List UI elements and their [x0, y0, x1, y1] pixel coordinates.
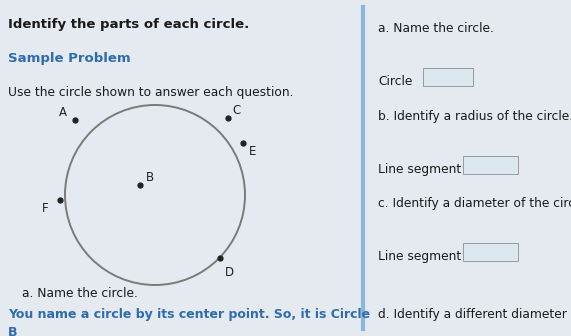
FancyBboxPatch shape [423, 68, 473, 86]
Text: Use the circle shown to answer each question.: Use the circle shown to answer each ques… [8, 86, 293, 99]
Text: You name a circle by its center point. So, it is Circle: You name a circle by its center point. S… [8, 308, 370, 321]
FancyBboxPatch shape [463, 243, 518, 261]
Text: C: C [232, 104, 240, 117]
Text: B: B [146, 171, 154, 184]
Text: a. Name the circle.: a. Name the circle. [378, 22, 494, 35]
Text: Line segment: Line segment [378, 250, 461, 263]
Text: B: B [8, 326, 18, 336]
Text: F: F [42, 202, 49, 215]
Text: Sample Problem: Sample Problem [8, 52, 131, 65]
Text: Circle: Circle [378, 75, 412, 88]
Text: Line segment: Line segment [378, 163, 461, 176]
Text: Identify the parts of each circle.: Identify the parts of each circle. [8, 18, 250, 31]
Text: E: E [249, 145, 256, 158]
Text: D: D [225, 266, 234, 279]
Text: a. Name the circle.: a. Name the circle. [22, 287, 138, 300]
Text: A: A [59, 106, 67, 119]
Text: c. Identify a diameter of the circle.: c. Identify a diameter of the circle. [378, 197, 571, 210]
Text: d. Identify a different diameter of th: d. Identify a different diameter of th [378, 308, 571, 321]
FancyBboxPatch shape [463, 156, 518, 174]
Text: b. Identify a radius of the circle.: b. Identify a radius of the circle. [378, 110, 571, 123]
